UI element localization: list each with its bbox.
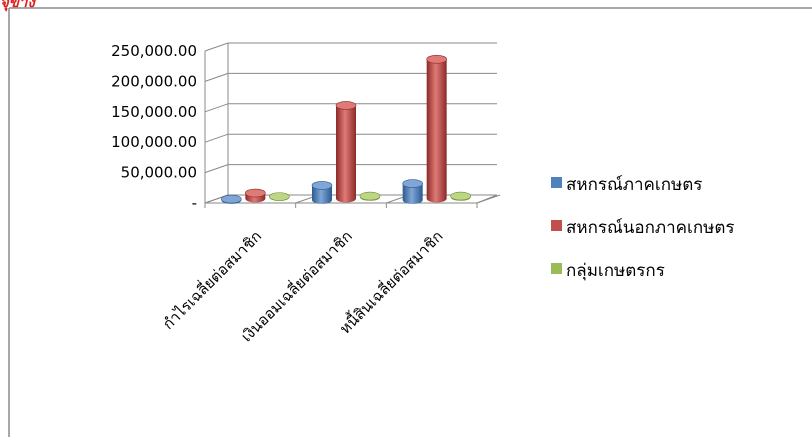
bar — [221, 194, 242, 204]
bar — [269, 192, 290, 201]
bar-body — [336, 105, 356, 203]
legend-label: สหกรณ์นอกภาคเกษตร — [566, 218, 735, 238]
gridline-side — [204, 133, 229, 143]
bar — [245, 188, 266, 203]
bar — [426, 54, 447, 203]
legend-swatch — [551, 177, 562, 188]
gridline-side — [204, 103, 229, 113]
bar — [402, 179, 423, 204]
bar-body — [426, 59, 447, 203]
y-tick-label: - — [192, 194, 197, 212]
category-label: กำไรเฉลี่ยต่อสมาชิก — [158, 226, 265, 333]
legend-swatch — [551, 263, 562, 274]
bar-top — [359, 191, 381, 201]
bar — [335, 101, 357, 203]
legend-label: สหกรณ์ภาคเกษตร — [566, 175, 702, 195]
bar — [450, 191, 471, 201]
bar-top — [221, 194, 242, 204]
bar-top — [269, 192, 290, 201]
legend-swatch — [551, 220, 562, 231]
bar — [311, 181, 333, 204]
bar-top — [450, 191, 471, 201]
y-tick-label: 150,000.00 — [111, 103, 197, 121]
legend-label: กลุ่มเกษตรกร — [566, 261, 665, 281]
y-tick-label: 100,000.00 — [111, 133, 197, 151]
bar-body — [402, 183, 423, 204]
gridline-side — [204, 72, 229, 82]
bar-top — [311, 181, 333, 190]
y-tick-label: 50,000.00 — [121, 164, 197, 182]
y-tick-label: 200,000.00 — [111, 72, 197, 90]
floor-divider — [476, 194, 501, 204]
gridline-side — [204, 42, 229, 52]
bar-top — [402, 179, 423, 188]
bar — [359, 191, 381, 201]
y-tick-label: 250,000.00 — [111, 42, 197, 60]
corner-text: จุข้าง — [0, 0, 35, 11]
gridline-side — [204, 164, 229, 174]
bar-body — [312, 185, 332, 204]
bar-top — [335, 101, 357, 110]
bar-top — [245, 188, 266, 198]
bar-top — [426, 54, 447, 64]
